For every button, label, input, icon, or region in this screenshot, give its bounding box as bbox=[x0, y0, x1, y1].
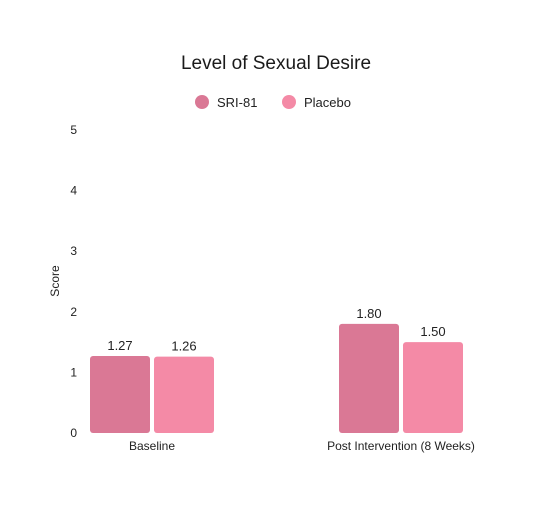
bar-value-label: 1.26 bbox=[171, 339, 196, 354]
chart-title: Level of Sexual Desire bbox=[181, 53, 371, 74]
bar-value-label: 1.27 bbox=[107, 338, 132, 353]
bar-placebo bbox=[403, 342, 463, 433]
x-tick-label: Post Intervention (8 Weeks) bbox=[327, 439, 475, 453]
bar-sri-81 bbox=[90, 356, 150, 433]
bar-value-labels: 1.27 1.26 1.80 1.50 bbox=[107, 306, 445, 354]
bar-value-label: 1.80 bbox=[356, 306, 381, 321]
y-tick-label: 1 bbox=[70, 365, 77, 379]
y-axis-ticks: 0 1 2 3 4 5 bbox=[70, 123, 77, 440]
y-tick-label: 2 bbox=[70, 305, 77, 319]
bar-placebo bbox=[154, 356, 214, 433]
legend-label-sri-81: SRI-81 bbox=[217, 95, 257, 110]
legend-swatch-placebo bbox=[282, 95, 296, 109]
y-axis-label: Score bbox=[48, 265, 62, 297]
x-axis-ticks: Baseline Post Intervention (8 Weeks) bbox=[129, 439, 475, 453]
y-tick-label: 3 bbox=[70, 244, 77, 258]
y-tick-label: 4 bbox=[70, 184, 77, 198]
bar-value-label: 1.50 bbox=[420, 324, 445, 339]
y-tick-label: 0 bbox=[70, 426, 77, 440]
legend-swatch-sri-81 bbox=[195, 95, 209, 109]
x-tick-label: Baseline bbox=[129, 439, 175, 453]
bar-sri-81 bbox=[339, 323, 399, 433]
legend: SRI-81 Placebo bbox=[195, 95, 351, 110]
y-tick-label: 5 bbox=[70, 123, 77, 137]
legend-label-placebo: Placebo bbox=[304, 95, 351, 110]
bars bbox=[90, 323, 463, 433]
